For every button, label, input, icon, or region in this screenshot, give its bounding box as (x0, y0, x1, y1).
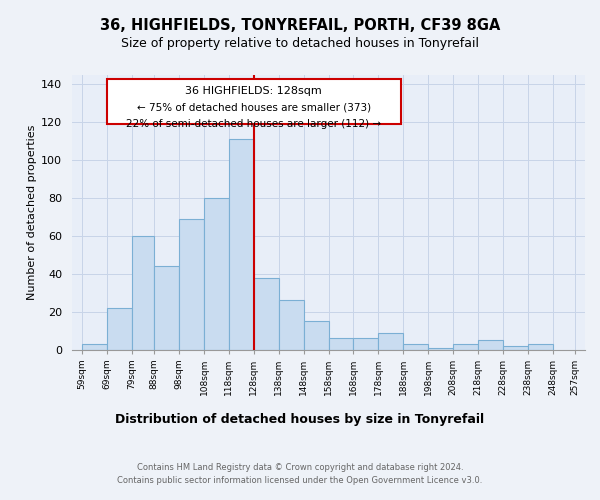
Text: Size of property relative to detached houses in Tonyrefail: Size of property relative to detached ho… (121, 38, 479, 51)
Bar (179, 219, 204, 350)
Bar (279, 300, 304, 350)
Bar (304, 321, 329, 350)
Text: 22% of semi-detached houses are larger (112) →: 22% of semi-detached houses are larger (… (126, 118, 382, 128)
Bar (453, 344, 478, 350)
Bar (254, 278, 279, 349)
Bar (503, 346, 528, 350)
Bar (229, 140, 254, 350)
Text: 36 HIGHFIELDS: 128sqm: 36 HIGHFIELDS: 128sqm (185, 86, 322, 97)
Text: Contains public sector information licensed under the Open Government Licence v3: Contains public sector information licen… (118, 476, 482, 485)
Y-axis label: Number of detached properties: Number of detached properties (27, 124, 37, 300)
Bar (428, 348, 453, 350)
FancyBboxPatch shape (107, 79, 401, 124)
Bar (82, 344, 107, 350)
Bar (478, 340, 503, 349)
Bar (204, 198, 229, 350)
Bar (403, 344, 428, 350)
Text: Distribution of detached houses by size in Tonyrefail: Distribution of detached houses by size … (115, 412, 485, 426)
Bar (132, 236, 154, 350)
Bar (107, 308, 132, 350)
Text: ← 75% of detached houses are smaller (373): ← 75% of detached houses are smaller (37… (137, 102, 371, 113)
Bar (528, 344, 553, 350)
Text: 36, HIGHFIELDS, TONYREFAIL, PORTH, CF39 8GA: 36, HIGHFIELDS, TONYREFAIL, PORTH, CF39 … (100, 18, 500, 32)
Text: Contains HM Land Registry data © Crown copyright and database right 2024.: Contains HM Land Registry data © Crown c… (137, 462, 463, 471)
Bar (154, 266, 179, 349)
Bar (353, 338, 379, 349)
Bar (329, 338, 353, 349)
Bar (379, 332, 403, 349)
